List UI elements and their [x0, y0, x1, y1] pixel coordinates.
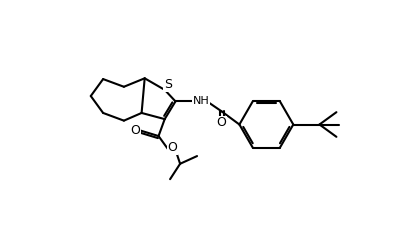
Text: O: O: [168, 141, 178, 154]
Text: S: S: [164, 78, 172, 91]
Text: O: O: [217, 117, 226, 129]
Text: NH: NH: [193, 96, 209, 106]
Text: O: O: [131, 124, 140, 137]
